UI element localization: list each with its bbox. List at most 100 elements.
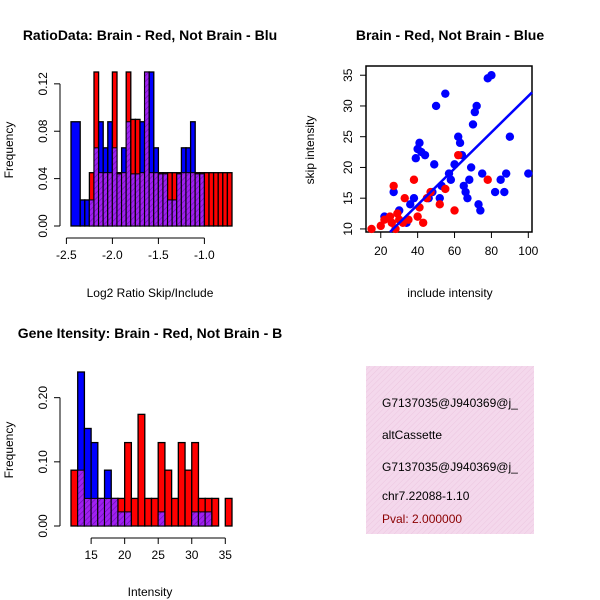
- ratio-histogram-overlap-bar: [88, 199, 95, 227]
- intensity-histogram-xlabel: Intensity: [128, 585, 173, 599]
- ratio-histogram-overlap-bar: [185, 172, 192, 227]
- scatter-y-tick-label: 30: [341, 99, 355, 113]
- scatter-point-brain: [435, 200, 444, 209]
- intensity-histogram-x-tick-label: 25: [152, 548, 166, 562]
- intensity-histogram-bars: [70, 371, 233, 527]
- ratio-histogram-y-tick-label: 0.08: [36, 119, 50, 143]
- scatter-point-not-brain: [505, 132, 515, 141]
- ratio-histogram-overlap-bar: [111, 147, 118, 227]
- ratio-histogram-bar: [208, 172, 215, 227]
- intensity-histogram-overlap-bar: [90, 497, 99, 527]
- intensity-histogram-bar: [211, 497, 220, 527]
- ratio-histogram-bar: [212, 172, 219, 227]
- intensity-histogram-y-tick-label: 0.00: [36, 514, 50, 538]
- ratio-histogram-overlap-bar: [139, 172, 146, 227]
- scatter-point-not-brain: [466, 163, 476, 172]
- scatter-point-not-brain: [389, 187, 398, 197]
- scatter-y-tick-label: 15: [341, 191, 355, 205]
- ratio-histogram-overlap-bar: [98, 172, 104, 227]
- scatter-point-not-brain: [501, 169, 511, 178]
- scatter-x-tick-label: 80: [485, 244, 499, 258]
- ratio-histogram-overlap-bar: [121, 172, 127, 227]
- ratio-histogram-overlap-bar: [130, 173, 136, 227]
- intensity-histogram-bar: [164, 469, 173, 527]
- scatter-point-not-brain: [430, 160, 439, 169]
- scatter-point-not-brain: [441, 89, 450, 98]
- scatter-x-tick-label: 60: [448, 244, 462, 258]
- intensity-histogram-overlap-bar: [83, 497, 92, 527]
- scatter-points: [367, 71, 533, 234]
- scatter-point-brain: [441, 184, 450, 194]
- intensity-histogram-x-tick-label: 35: [219, 548, 233, 562]
- ratio-histogram-y-tick-label: 0.00: [36, 214, 50, 238]
- intensity-histogram-bar: [177, 441, 186, 527]
- scatter-point-brain: [389, 181, 398, 191]
- scatter-point-not-brain: [478, 169, 487, 178]
- ratio-histogram-overlap-bar: [134, 173, 141, 227]
- intensity-histogram-bar: [224, 497, 233, 527]
- intensity-histogram-overlap-bar: [197, 511, 206, 527]
- scatter-point-not-brain: [496, 175, 505, 184]
- scatter-point-not-brain: [465, 175, 474, 184]
- scatter-point-brain: [367, 224, 376, 234]
- scatter-point-not-brain: [435, 193, 444, 203]
- scatter-point-not-brain: [468, 120, 478, 129]
- intensity-histogram-overlap-bar: [110, 497, 119, 527]
- ratio-histogram-xlabel: Log2 Ratio Skip/Include: [87, 286, 214, 300]
- scatter-point-not-brain: [476, 206, 485, 215]
- ratio-histogram-x-tick-label: -1.0: [194, 248, 215, 262]
- intensity-histogram-bar: [137, 413, 146, 527]
- ratio-histogram-bar: [79, 199, 86, 227]
- intensity-histogram-panel: Gene Itensity: Brain - Red, Not Brain - …: [2, 325, 282, 599]
- ratio-histogram-overlap-bar: [157, 173, 164, 227]
- ratio-histogram-overlap-bar: [125, 121, 132, 227]
- scatter-point-brain: [387, 218, 397, 227]
- intensity-histogram-x-tick-label: 15: [84, 548, 98, 562]
- scatter-point-brain: [409, 175, 419, 184]
- ratio-histogram-x-tick-label: -2.0: [102, 248, 123, 262]
- scatter-point-not-brain: [406, 200, 415, 209]
- intensity-histogram-bar: [170, 497, 179, 527]
- intensity-histogram-overlap-bar: [124, 511, 132, 527]
- scatter-y-tick-label: 20: [341, 160, 355, 174]
- intensity-histogram-x-tick-label: 30: [185, 548, 199, 562]
- scatter-x-tick-label: 100: [518, 244, 538, 258]
- scatter-point-brain: [400, 193, 409, 203]
- ratio-histogram-overlap-bar: [144, 71, 150, 227]
- intensity-histogram-x-tick-label: 20: [118, 548, 132, 562]
- ratio-histogram-bar: [217, 172, 224, 227]
- scatter-point-brain: [418, 218, 428, 227]
- scatter-point-brain: [413, 212, 422, 221]
- ratio-histogram-overlap-bar: [199, 173, 205, 227]
- intensity-histogram-bar: [184, 469, 193, 527]
- intensity-histogram-ylabel: Frequency: [2, 422, 16, 479]
- scatter-ylabel: skip intensity: [303, 116, 317, 185]
- intensity-histogram-y-tick-label: 0.10: [36, 450, 50, 474]
- scatter-xlabel: include intensity: [407, 286, 492, 300]
- ratio-histogram-overlap-bar: [180, 172, 187, 227]
- ratio-histogram-x-tick-label: -1.5: [148, 248, 169, 262]
- scatter-point-not-brain: [472, 101, 481, 111]
- intensity-histogram-title: Gene Itensity: Brain - Red, Not Brain - …: [18, 325, 282, 341]
- scatter-point-not-brain: [415, 138, 424, 148]
- ratio-histogram-bar: [222, 172, 229, 227]
- scatter-x-tick-label: 20: [374, 244, 388, 258]
- intensity-histogram-overlap-bar: [191, 511, 199, 527]
- ratio-histogram-bar: [84, 199, 91, 227]
- ratio-histogram-overlap-bar: [162, 173, 169, 227]
- info-pval: Pval: 2.000000: [382, 512, 462, 526]
- ratio-histogram-ylabel: Frequency: [2, 122, 16, 179]
- info-gene-id: G7137035@J940369@j_: [382, 460, 518, 474]
- scatter-x-tick-label: 40: [411, 244, 425, 258]
- ratio-histogram-overlap-bar: [93, 147, 100, 227]
- scatter-axes: 20 40 60 80 100 10 15 20 25 30 35: [341, 68, 539, 258]
- ratio-histogram-title: RatioData: Brain - Red, Not Brain - Blu: [23, 27, 277, 43]
- ratio-histogram-overlap-bar: [148, 172, 155, 227]
- ratio-histogram-overlap-bar: [194, 173, 201, 227]
- intensity-histogram-bar: [150, 497, 159, 527]
- intensity-histogram-overlap-bar: [157, 511, 166, 527]
- intensity-histogram-overlap-bar: [77, 469, 85, 527]
- info-event-type: altCassette: [382, 428, 442, 442]
- scatter-point-not-brain: [490, 187, 500, 197]
